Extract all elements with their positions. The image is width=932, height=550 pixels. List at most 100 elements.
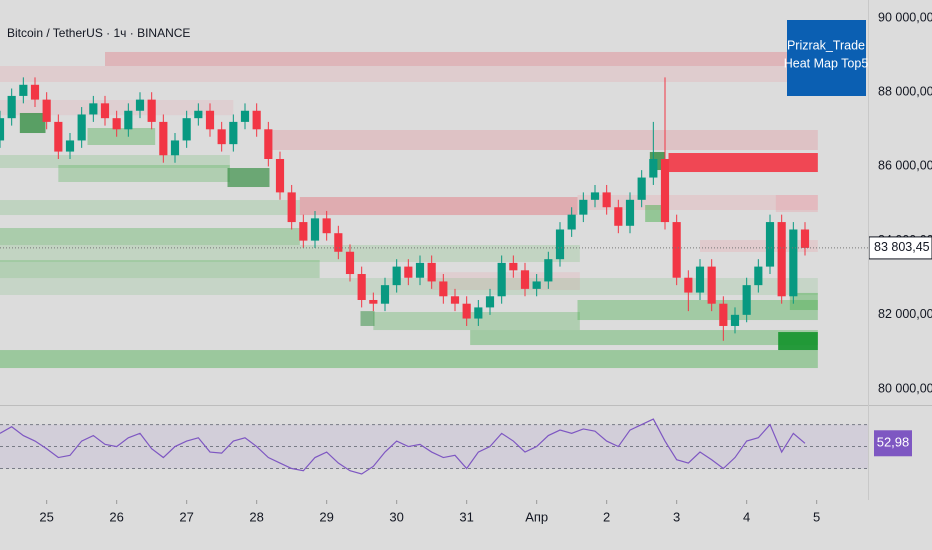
heat-zone	[0, 260, 320, 279]
candles	[0, 77, 868, 341]
candle-body	[497, 262, 506, 297]
x-tick-label: 27	[179, 509, 193, 524]
candle-body	[765, 222, 775, 267]
candle-body	[124, 110, 133, 130]
candle-body	[19, 84, 28, 96]
heat-zone	[269, 130, 818, 151]
candle-body	[567, 214, 576, 230]
candle-body	[800, 229, 810, 248]
heat-zone	[58, 165, 230, 182]
candle-body	[602, 192, 611, 208]
candle-body	[509, 262, 518, 271]
candle-body	[77, 114, 86, 141]
rsi-line	[0, 418, 806, 475]
candle-body	[439, 281, 448, 297]
candle-body	[30, 84, 40, 100]
heat-zone	[470, 330, 818, 346]
candle-body	[719, 303, 728, 326]
badge-line: Heat Map Top5	[784, 56, 869, 70]
heat-zone	[0, 350, 818, 369]
heat-zones	[0, 51, 818, 369]
candle-body	[707, 266, 716, 304]
x-tick-label: 31	[459, 509, 473, 524]
candle-body	[392, 266, 401, 286]
candle-body	[357, 274, 366, 300]
candle-body	[182, 118, 191, 141]
candle-body	[229, 121, 238, 145]
rsi-last-label: 52,98	[877, 435, 910, 450]
grid	[46, 500, 818, 504]
x-tick-label: 25	[39, 509, 53, 524]
candle-body	[89, 103, 98, 115]
candle-body	[625, 199, 635, 226]
candle-body	[112, 118, 121, 130]
candle-body	[205, 110, 215, 130]
heat-zone	[778, 332, 818, 351]
heat-zone	[0, 99, 234, 116]
y-tick-label: 82 000,00	[878, 307, 932, 321]
candle-body	[334, 233, 343, 252]
badge-line: Prizrak_Trade	[787, 38, 865, 52]
heat-zone	[299, 197, 578, 216]
y-tick-label: 90 000,00	[878, 10, 932, 24]
last-price-label: 83 803,45	[874, 240, 930, 254]
candle-body	[614, 207, 623, 226]
candle-body	[404, 266, 413, 278]
heat-zone	[668, 153, 818, 173]
candle-body	[590, 192, 600, 200]
heat-zone	[360, 311, 375, 326]
x-tick-label: 4	[743, 509, 750, 524]
rsi-last-box	[874, 430, 912, 457]
candle-body	[462, 303, 471, 319]
candle-body	[555, 229, 565, 260]
candle-body	[637, 177, 646, 200]
candle-body	[240, 110, 250, 122]
x-tick-label: 3	[673, 509, 680, 524]
y-tick-label: 80 000,00	[878, 381, 932, 395]
candle-body	[730, 314, 740, 326]
heat-zone	[227, 168, 270, 188]
candle-body	[450, 296, 460, 304]
heat-zone	[0, 66, 818, 83]
x-tick-label: 29	[319, 509, 333, 524]
heat-zone	[0, 228, 300, 246]
candle-body	[252, 110, 261, 130]
candle-body	[217, 129, 226, 145]
y-tick-label: 86 000,00	[878, 159, 932, 173]
candle-body	[672, 222, 681, 278]
chart-title: Bitcoin / TetherUS · 1ч · BINANCE	[7, 26, 190, 40]
candle-body	[147, 99, 156, 122]
candle-body	[742, 285, 751, 315]
indicator-badge	[787, 20, 866, 96]
candle-body	[695, 266, 705, 293]
heat-zone	[373, 312, 580, 331]
candle-body	[532, 281, 541, 289]
candle-body	[427, 262, 436, 282]
candle-body	[345, 251, 355, 275]
x-tick-label: 2	[603, 509, 610, 524]
candle-body	[415, 262, 425, 278]
heat-zone	[19, 112, 46, 134]
candle-body	[287, 192, 296, 223]
heat-zone	[0, 245, 580, 263]
heat-zone	[577, 299, 818, 321]
x-tick-label: Апр	[525, 509, 548, 524]
x-tick-label: 5	[813, 509, 820, 524]
candle-body	[777, 222, 786, 297]
candle-body	[322, 218, 331, 234]
candle-body	[65, 140, 75, 152]
heat-zone	[0, 155, 230, 169]
candle-body	[754, 266, 763, 286]
candle-body	[520, 270, 530, 289]
candle-body	[380, 285, 390, 304]
heat-zone	[0, 278, 818, 296]
candle-body	[7, 95, 16, 119]
candle-body	[684, 277, 693, 293]
heat-zone	[105, 51, 818, 67]
candle-body	[170, 140, 180, 156]
candle-body	[369, 299, 378, 304]
candle-body	[275, 158, 285, 193]
